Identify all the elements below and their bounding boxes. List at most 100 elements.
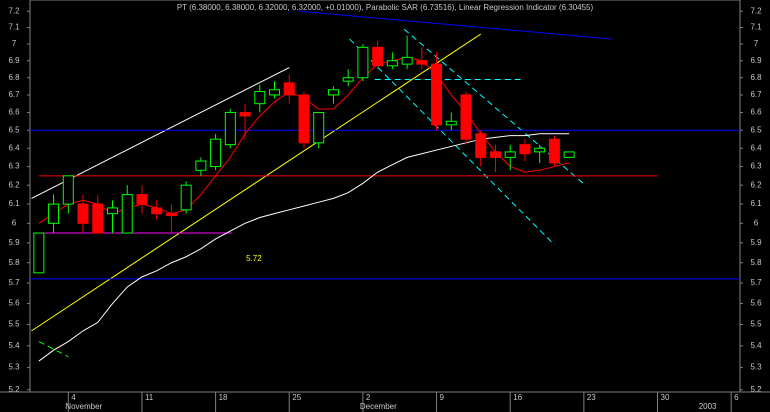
y-tick-label: 7.1 [8, 23, 20, 32]
candle-body [106, 207, 118, 215]
candle-body [92, 203, 104, 234]
trendline [349, 38, 555, 246]
candle-body [357, 46, 369, 79]
y-tick-label: 6.9 [8, 56, 20, 65]
candle-body [283, 82, 295, 96]
indicator-line [38, 133, 570, 362]
y-tick-label: 5.2 [8, 385, 20, 394]
y-tick-label: 7.1 [750, 23, 762, 32]
candle-body [327, 89, 339, 96]
x-tick-label: 18 [219, 393, 228, 402]
x-tick-label: 6 [734, 393, 739, 402]
y-tick-label: 7.2 [750, 6, 762, 15]
y-tick-label: 5.4 [750, 341, 762, 350]
candle-body [180, 184, 192, 211]
candle-body [431, 63, 443, 126]
y-tick-label: 6.8 [750, 73, 762, 82]
candle-body [372, 46, 384, 67]
y-tick-label: 6.3 [750, 162, 762, 171]
y-tick-label: 5.8 [8, 258, 20, 267]
candle-body [165, 213, 177, 217]
x-group-label: November [65, 402, 102, 411]
chart-title: PT (6.38000, 6.38000, 6.32000, 6.32000, … [177, 3, 594, 12]
candle-body [151, 207, 163, 215]
trendline [299, 10, 612, 40]
y-tick-label: 6 [754, 218, 759, 227]
candle-body [33, 232, 45, 274]
candle-body [121, 194, 133, 234]
candle-body [62, 175, 74, 205]
y-tick-label: 5.5 [750, 320, 762, 329]
y-tick-label: 6.8 [8, 73, 20, 82]
trendline [31, 67, 290, 199]
y-tick-label: 5.2 [750, 385, 762, 394]
y-tick-label: 6.2 [8, 180, 20, 189]
candle-body [401, 56, 413, 65]
candle-body [475, 133, 487, 158]
x-group-label: December [360, 402, 397, 411]
y-tick-label: 6.7 [8, 90, 20, 99]
candle-body [77, 203, 89, 224]
x-tick-label: 2 [366, 393, 371, 402]
y-tick-label: 5.7 [8, 278, 20, 287]
candle-body [254, 91, 266, 105]
annotation: 5.72 [246, 254, 262, 263]
candle-body [342, 77, 354, 82]
y-tick-label: 6.6 [8, 108, 20, 117]
y-tick-label: 5.6 [8, 299, 20, 308]
y-tick-label: 5.3 [750, 363, 762, 372]
candle-body [416, 60, 428, 65]
candle-body [460, 94, 472, 140]
trendline [31, 33, 482, 332]
candle-body [563, 151, 575, 158]
y-tick-label: 6 [12, 218, 17, 227]
y-tick-label: 6.2 [750, 180, 762, 189]
y-tick-label: 6.9 [750, 56, 762, 65]
y-tick-label: 6.5 [750, 125, 762, 134]
y-tick-label: 5.5 [8, 320, 20, 329]
x-tick-label: 23 [587, 393, 596, 402]
candle-body [210, 138, 222, 168]
y-tick-label: 5.9 [750, 238, 762, 247]
candle-body [519, 144, 531, 155]
x-tick-label: 16 [513, 393, 522, 402]
candle-body [445, 120, 457, 126]
y-tick-label: 5.7 [750, 278, 762, 287]
y-tick-label: 6.1 [750, 199, 762, 208]
x-tick-label: 30 [661, 393, 670, 402]
candle-body [48, 203, 60, 224]
candle-body [534, 147, 546, 153]
y-tick-label: 6.4 [750, 143, 762, 152]
y-tick-label: 6.7 [750, 90, 762, 99]
candle-body [386, 60, 398, 67]
candle-body [548, 138, 560, 164]
y-tick-label: 6.5 [8, 125, 20, 134]
x-tick-label: 11 [145, 393, 154, 402]
candle-body [269, 89, 281, 96]
y-tick-label: 6.4 [8, 143, 20, 152]
y-tick-label: 5.6 [750, 299, 762, 308]
y-tick-label: 7.2 [8, 6, 20, 15]
x-group-label: 2003 [699, 402, 717, 411]
candle-body [298, 94, 310, 144]
candle-body [224, 111, 236, 146]
candle-body [136, 194, 148, 205]
candle-body [239, 111, 251, 117]
y-tick-label: 5.9 [8, 238, 20, 247]
candle-body [489, 151, 501, 158]
x-tick-label: 9 [440, 393, 445, 402]
candle-body [313, 111, 325, 144]
candle-body [504, 151, 516, 158]
x-tick-label: 25 [292, 393, 301, 402]
trendline [38, 341, 69, 358]
candle-body [195, 160, 207, 171]
y-tick-label: 6.3 [8, 162, 20, 171]
y-tick-label: 7 [754, 39, 759, 48]
y-tick-label: 6.1 [8, 199, 20, 208]
y-tick-label: 5.8 [750, 258, 762, 267]
y-tick-label: 6.6 [750, 108, 762, 117]
y-tick-label: 7 [12, 39, 17, 48]
x-tick-label: 4 [71, 393, 76, 402]
y-tick-label: 5.4 [8, 341, 20, 350]
